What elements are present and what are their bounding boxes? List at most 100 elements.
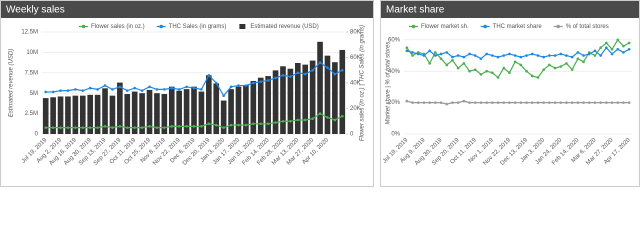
point: [622, 51, 625, 54]
point: [177, 88, 181, 91]
legend-marker: [239, 24, 246, 29]
point: [576, 51, 580, 54]
point: [542, 101, 545, 104]
point: [513, 60, 517, 64]
point: [289, 75, 292, 78]
point: [140, 89, 144, 92]
point: [622, 44, 625, 48]
point: [66, 89, 70, 92]
point: [451, 58, 454, 62]
bar: [124, 94, 131, 134]
point: [536, 76, 540, 79]
point: [103, 125, 107, 128]
point: [496, 55, 500, 59]
point: [582, 101, 585, 104]
point: [244, 84, 248, 87]
point: [462, 99, 466, 103]
bar: [324, 55, 331, 134]
point: [616, 38, 620, 42]
point: [244, 123, 248, 127]
legend-marker: [81, 24, 86, 29]
point: [536, 54, 540, 57]
point: [405, 49, 409, 53]
point: [44, 90, 48, 94]
point: [51, 90, 55, 94]
point: [163, 126, 166, 129]
bar: [109, 95, 116, 134]
y2-axis-title: Flower sales (in oz.) | THC Sales (in gr…: [360, 25, 366, 141]
point: [200, 88, 203, 91]
legend-marker: [159, 24, 163, 29]
point: [456, 54, 460, 57]
point: [525, 101, 528, 104]
bar: [265, 76, 271, 134]
bar: [332, 62, 338, 134]
point: [627, 41, 631, 45]
point: [627, 47, 631, 51]
point: [479, 73, 483, 76]
legend-label: Estimated revenue (USD): [250, 24, 318, 30]
point: [530, 101, 534, 104]
point: [125, 126, 129, 129]
legend-label: % of total stores: [566, 24, 609, 30]
panel: [380, 0, 640, 187]
point: [587, 101, 591, 104]
panel-header: [381, 1, 639, 18]
y-tick-label: 10M: [26, 50, 38, 56]
point: [434, 101, 437, 104]
bar: [146, 89, 153, 134]
bar: [257, 77, 264, 134]
point: [616, 101, 620, 104]
bar: [161, 94, 168, 134]
point: [439, 52, 443, 56]
point: [513, 101, 517, 104]
y-axis-title: Market share | % of total stores: [386, 42, 392, 125]
point: [599, 101, 602, 104]
point: [311, 68, 314, 72]
point: [88, 126, 92, 129]
bar: [272, 70, 279, 134]
point: [508, 71, 511, 75]
point: [439, 101, 443, 104]
point: [496, 76, 500, 79]
bar: [317, 41, 323, 134]
line: [406, 100, 630, 105]
bar: [198, 91, 205, 134]
point: [326, 116, 329, 119]
point: [565, 62, 568, 65]
chart-title: Weekly sales: [6, 5, 65, 16]
point: [622, 101, 625, 104]
point: [303, 118, 307, 122]
point: [473, 101, 477, 104]
point: [542, 55, 545, 59]
panel-header: [1, 1, 373, 18]
legend-marker: [483, 24, 487, 29]
y-axis-title: Estimated revenue (USD): [9, 49, 15, 117]
point: [559, 52, 563, 56]
point: [111, 126, 114, 129]
point: [513, 54, 517, 57]
point: [88, 86, 92, 90]
point: [468, 101, 471, 104]
point: [281, 119, 285, 123]
point: [214, 123, 218, 127]
point: [148, 125, 151, 128]
dashboard: Weekly sales Market share 0 2.5M 5M 7.5M 10M…: [0, 0, 640, 187]
point: [491, 54, 494, 57]
point: [148, 85, 151, 89]
bar: [339, 49, 346, 135]
point: [96, 88, 99, 91]
point: [155, 126, 159, 129]
point: [462, 55, 466, 59]
point: [274, 76, 277, 80]
point: [74, 126, 77, 129]
y-tick-label: 7.5M: [25, 70, 38, 76]
point: [185, 85, 188, 89]
point: [192, 86, 196, 90]
point: [479, 57, 483, 60]
point: [553, 66, 557, 70]
bar: [94, 94, 101, 134]
point: [214, 81, 218, 85]
point: [502, 101, 506, 104]
point: [565, 101, 568, 104]
